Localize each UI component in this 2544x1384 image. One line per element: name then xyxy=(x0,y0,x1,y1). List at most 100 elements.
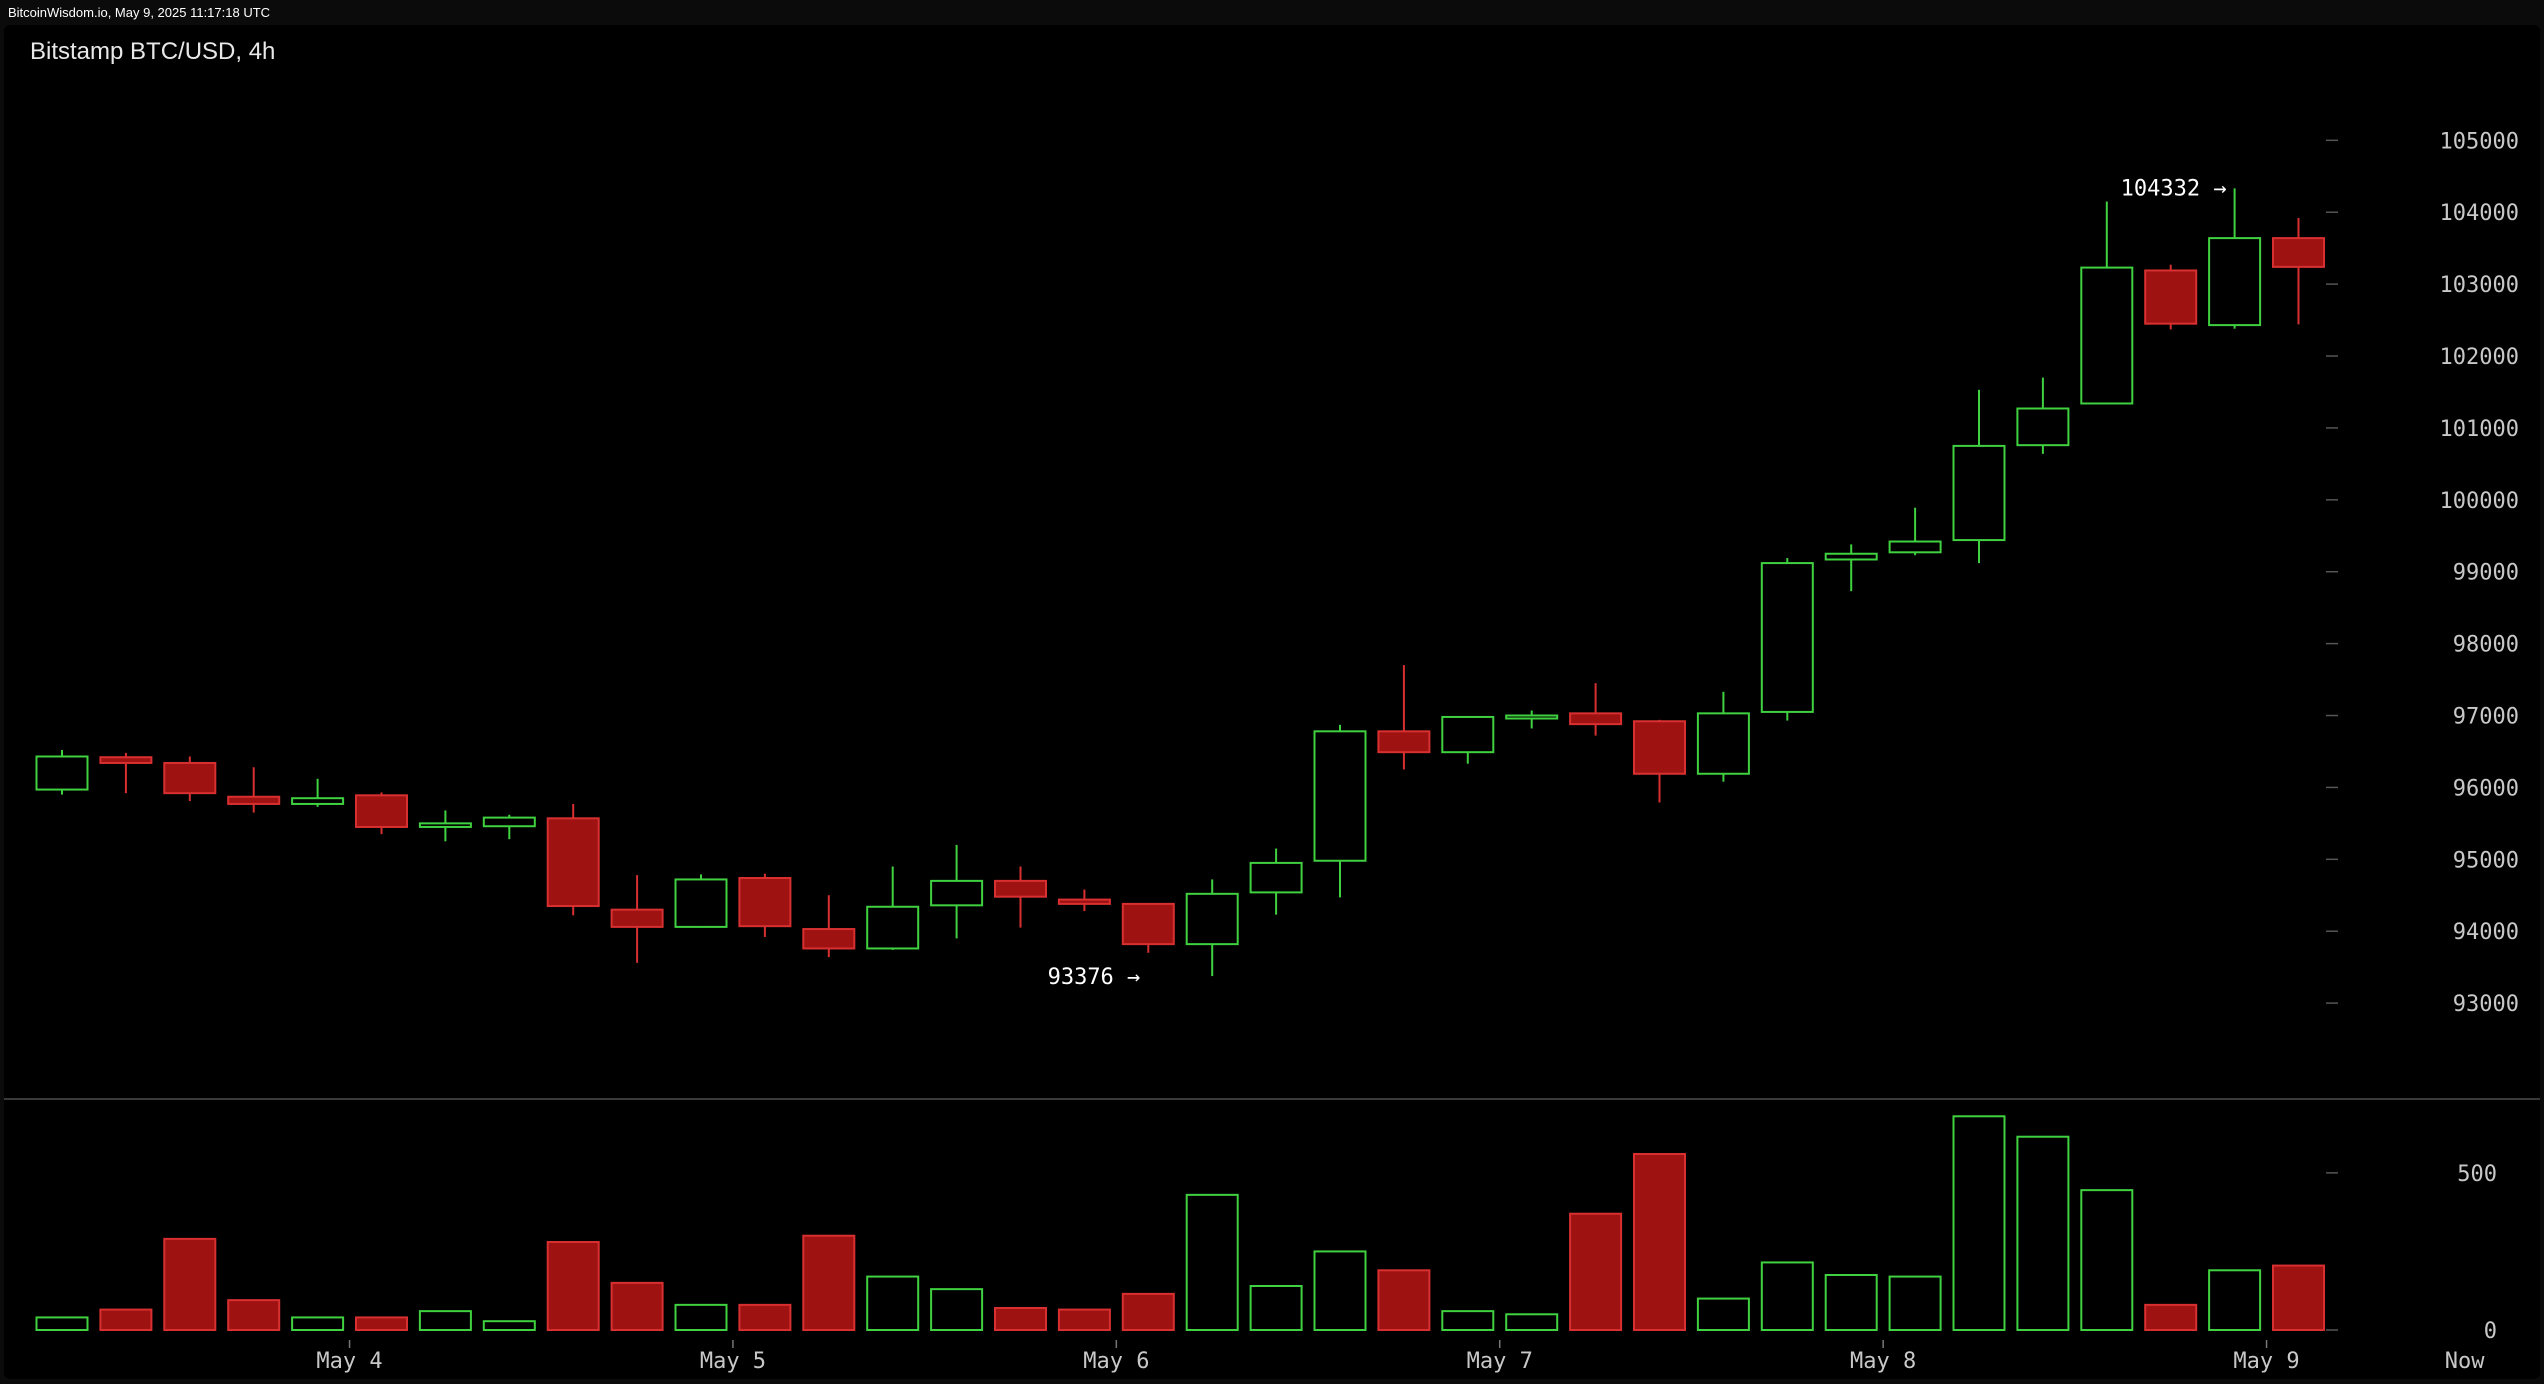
candle xyxy=(1952,389,2006,564)
candle xyxy=(2208,188,2262,329)
volume-bar xyxy=(163,1237,217,1332)
time-tick-label: May 6 xyxy=(1083,1349,1149,1374)
candle-body-down xyxy=(2144,269,2198,325)
volume-bar xyxy=(674,1303,728,1332)
candle-body-down xyxy=(163,761,217,795)
volume-bar xyxy=(1952,1115,2006,1332)
candle-body-up xyxy=(35,755,89,791)
candle xyxy=(355,792,408,835)
price-tick-label: 93000 xyxy=(2453,992,2519,1017)
price-tick-label: 98000 xyxy=(2453,633,2519,658)
price-tick-label: 94000 xyxy=(2453,920,2519,945)
candle xyxy=(163,756,217,802)
volume-bar xyxy=(1121,1292,1175,1332)
price-tick-label: 95000 xyxy=(2453,848,2519,873)
candle xyxy=(35,750,89,795)
candle xyxy=(418,810,472,842)
volume-bar xyxy=(1760,1261,1814,1332)
candle-body-down xyxy=(546,817,600,908)
price-tick-label: 103000 xyxy=(2440,273,2519,298)
price-tick-label: 102000 xyxy=(2440,345,2519,370)
candle-body-up xyxy=(2080,266,2134,405)
candle xyxy=(2080,201,2134,405)
candle-body-up xyxy=(1824,552,1878,561)
price-annotation: 104332 → xyxy=(2121,176,2227,201)
volume-bar xyxy=(1057,1308,1111,1331)
time-tick-label: May 7 xyxy=(1467,1349,1533,1374)
candle xyxy=(1121,902,1175,953)
volume-bar xyxy=(930,1288,984,1331)
candle xyxy=(1569,683,1623,736)
candle-body-up xyxy=(482,816,536,828)
time-tick-label: Now xyxy=(2445,1349,2485,1374)
candle xyxy=(2016,377,2070,454)
volume-bar xyxy=(355,1316,408,1332)
volume-bar xyxy=(1441,1310,1495,1331)
candle-body-up xyxy=(1505,714,1559,720)
volume-tick-label: 500 xyxy=(2457,1162,2497,1187)
candle xyxy=(291,778,345,807)
volume-axis: 0 500 xyxy=(2326,1162,2497,1344)
candle-body-up xyxy=(418,822,472,828)
chart-title: Bitstamp BTC/USD, 4h xyxy=(30,38,275,65)
candle-body-down xyxy=(1057,898,1111,905)
annotations-layer: 104332 → 93376 → xyxy=(1048,176,2227,990)
volume-bar xyxy=(2080,1189,2134,1331)
volume-bar xyxy=(35,1316,89,1332)
volume-bar xyxy=(482,1320,536,1331)
volume-bar xyxy=(1313,1250,1367,1332)
volume-bar xyxy=(994,1307,1047,1331)
candle-body-down xyxy=(610,908,664,928)
candle-body-up xyxy=(1313,730,1367,862)
candle-body-down xyxy=(355,794,408,828)
candle xyxy=(994,866,1047,928)
candle-body-down xyxy=(738,877,792,928)
volume-bar xyxy=(1569,1212,1623,1331)
candle-body-up xyxy=(291,797,345,805)
candle-body-down xyxy=(1121,902,1175,946)
price-tick-label: 101000 xyxy=(2440,417,2519,442)
volume-tick-label: 0 xyxy=(2484,1319,2497,1344)
time-axis: May 4 May 5 May 6 May 7 May 8 May 9 Now xyxy=(316,1340,2485,1374)
volume-bar xyxy=(2144,1303,2198,1332)
top-bar: BitcoinWisdom.io, May 9, 2025 11:17:18 U… xyxy=(0,0,2544,24)
candle xyxy=(674,874,728,928)
source-timestamp: BitcoinWisdom.io, May 9, 2025 11:17:18 U… xyxy=(8,5,271,20)
volume-bar xyxy=(1824,1274,1878,1331)
candle xyxy=(1249,848,1303,915)
candlestick-chart: Bitstamp BTC/USD, 4h 93000 94000 95000 9600… xyxy=(4,38,2540,1374)
candle xyxy=(1441,715,1495,764)
candle-body-down xyxy=(99,756,153,764)
candle-body-up xyxy=(674,878,728,928)
volume-layer xyxy=(35,1115,2325,1332)
candle-body-down xyxy=(1569,712,1623,726)
candle-body-up xyxy=(1952,444,2006,542)
candle-body-down xyxy=(1633,720,1686,775)
candle xyxy=(482,814,536,840)
candle xyxy=(610,875,664,963)
candle-body-up xyxy=(1441,715,1495,754)
candle xyxy=(1824,544,1878,592)
candle xyxy=(866,866,920,950)
candle-body-down xyxy=(227,795,281,805)
price-tick-label: 96000 xyxy=(2453,776,2519,801)
volume-bar xyxy=(802,1234,856,1331)
price-tick-label: 104000 xyxy=(2440,201,2519,226)
chart-frame: Bitstamp BTC/USD, 4h 93000 94000 95000 9600… xyxy=(4,25,2540,1379)
candle-body-up xyxy=(930,879,984,907)
volume-bar xyxy=(2272,1264,2325,1331)
volume-bar xyxy=(2016,1135,2070,1331)
volume-bar xyxy=(227,1299,281,1331)
candle xyxy=(1185,879,1239,977)
candle-body-up xyxy=(2208,237,2262,327)
candle xyxy=(930,844,984,939)
volume-bar xyxy=(418,1310,472,1331)
time-tick-label: May 4 xyxy=(316,1349,382,1374)
candle-body-down xyxy=(994,879,1047,898)
volume-bar xyxy=(291,1316,345,1332)
candles-layer xyxy=(35,188,2325,977)
candle xyxy=(1760,558,1814,721)
volume-bar xyxy=(1696,1297,1750,1331)
candle xyxy=(1057,889,1111,912)
candle-body-up xyxy=(1888,540,1942,554)
